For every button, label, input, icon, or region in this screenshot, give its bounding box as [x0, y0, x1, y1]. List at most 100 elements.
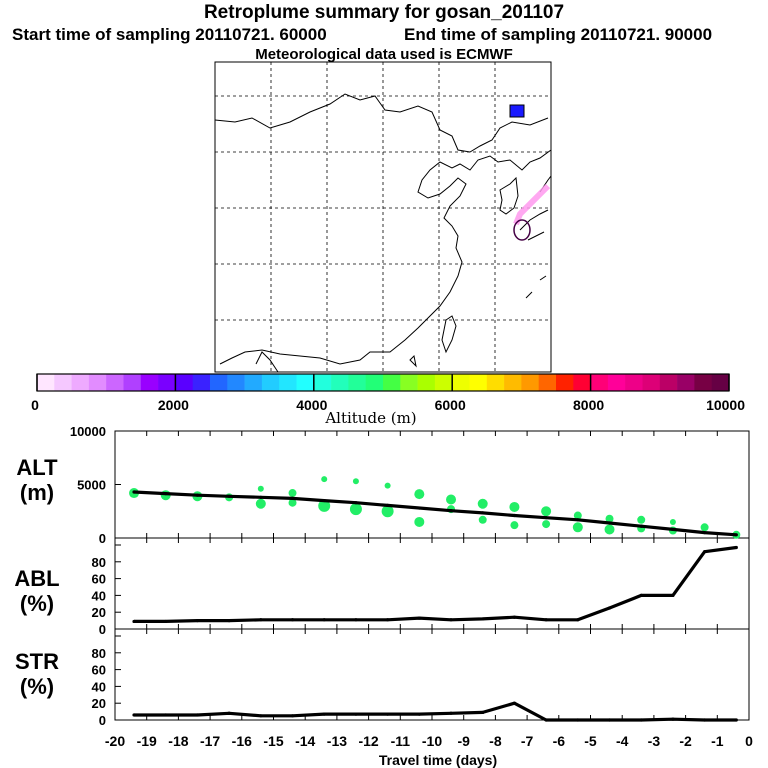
meteorological-data-label: Meteorological data used is ECMWF [255, 46, 513, 63]
alt-data-point [417, 506, 421, 510]
abl-data-point [322, 618, 326, 622]
y-tick-label: 60 [92, 572, 106, 587]
colorbar-swatch [54, 374, 72, 391]
colorbar-swatch [642, 374, 661, 391]
str-data-point [544, 718, 548, 722]
altitude-scatter-point [384, 482, 391, 489]
x-tick-label: -17 [200, 733, 220, 749]
y-tick-label: 80 [92, 555, 106, 570]
colorbar-swatch [556, 374, 574, 391]
abl-panel-frame [114, 537, 750, 630]
str-data-point [639, 718, 643, 722]
colorbar-swatch [677, 374, 695, 391]
map-frame [214, 61, 552, 373]
colorbar-swatch [331, 374, 349, 391]
colorbar-swatch [711, 374, 730, 391]
page-title: Retroplume summary for gosan_201107 [203, 2, 565, 23]
abl-data-point [290, 618, 295, 622]
altitude-scatter-point [541, 506, 552, 517]
y-tick-label: 5000 [77, 478, 106, 493]
abl-data-point [734, 545, 738, 550]
alt-unit: (m) [20, 480, 54, 505]
x-tick-label: -20 [105, 733, 125, 749]
colorbar-tick-label: 10000 [706, 397, 745, 413]
str-panel-frame [114, 628, 750, 721]
altitude-scatter-point [669, 518, 676, 525]
abl-data-point [227, 619, 231, 623]
altitude-scatter-point [509, 501, 520, 512]
colorbar-label: Altitude (m) [324, 409, 416, 427]
x-tick-label: -10 [422, 733, 442, 749]
colorbar-swatch [192, 374, 211, 391]
x-tick-label: -2 [679, 733, 692, 749]
abl-data-point [639, 593, 643, 598]
x-tick-label: -3 [648, 733, 661, 749]
colorbar-swatch [210, 374, 228, 391]
x-tick-label: -1 [711, 733, 724, 749]
y-tick-label: 0 [99, 622, 106, 637]
start-time-label: Start time of sampling 20110721. 60000 [12, 25, 327, 44]
altitude-scatter-point [352, 478, 359, 485]
x-tick-label: -6 [553, 733, 566, 749]
alt-panel-frame [114, 430, 750, 539]
alt-data-point [227, 494, 231, 498]
colorbar-swatch [573, 374, 591, 391]
colorbar-tick-label: 6000 [435, 397, 466, 413]
y-tick-label: 20 [92, 696, 106, 711]
x-tick-label: -11 [391, 733, 411, 749]
abl-data-point [703, 550, 707, 554]
altitude-scatter-point [381, 505, 394, 518]
colorbar-swatch [227, 374, 245, 391]
alt-data-point [322, 498, 326, 503]
colorbar-swatch [279, 374, 297, 391]
map-panel [214, 61, 552, 373]
colorbar-swatch [71, 374, 90, 391]
abl-data-point [544, 618, 548, 622]
abl-data-point [417, 616, 421, 620]
colorbar-swatch [452, 374, 470, 391]
str-data-point [354, 712, 358, 716]
alt-data-point [734, 533, 738, 537]
str-data-point [227, 711, 231, 715]
altitude-scatter-point [572, 522, 583, 533]
alt-data-point [607, 521, 612, 525]
altitude-scatter-point [446, 494, 457, 505]
str-data-point [703, 718, 707, 722]
alt-data-point [576, 518, 580, 522]
colorbar-swatch [607, 374, 626, 391]
altitude-scatter-point [414, 489, 425, 500]
str-data-point [734, 718, 738, 722]
colorbar-swatch [521, 374, 539, 391]
altitude-scatter-point [510, 521, 519, 530]
x-tick-label: -15 [263, 733, 283, 749]
alt-data-point [639, 524, 643, 528]
altitude-scatter-point [414, 516, 425, 527]
abl-data-point [386, 618, 390, 622]
x-tick-label: -13 [327, 733, 347, 749]
abl-data-point [576, 618, 580, 622]
x-tick-label: -18 [168, 733, 188, 749]
y-tick-label: 0 [99, 713, 106, 728]
abl-label: ABL [14, 566, 59, 591]
abl-data-point [195, 619, 200, 623]
x-tick-label: -12 [358, 733, 378, 749]
str-data-point [195, 713, 200, 717]
colorbar-swatch [37, 374, 55, 391]
alt-data-point [290, 496, 295, 501]
colorbar-tick-label: 0 [31, 397, 39, 413]
abl-data-point [512, 615, 517, 619]
x-tick-label: -19 [137, 733, 157, 749]
alt-series-line [133, 490, 737, 537]
x-tick-label: -7 [521, 733, 534, 749]
y-tick-label: 40 [92, 588, 106, 603]
x-tick-label: -5 [584, 733, 597, 749]
colorbar-tick-label: 4000 [296, 397, 327, 413]
colorbar-swatch [383, 374, 401, 391]
str-data-point [132, 713, 136, 717]
retroplume-trace [513, 183, 551, 226]
colorbar-swatch [140, 374, 159, 391]
altitude-scatter-point [255, 498, 266, 509]
altitude-scatter-point [542, 520, 551, 529]
alt-label: ALT [16, 455, 58, 480]
